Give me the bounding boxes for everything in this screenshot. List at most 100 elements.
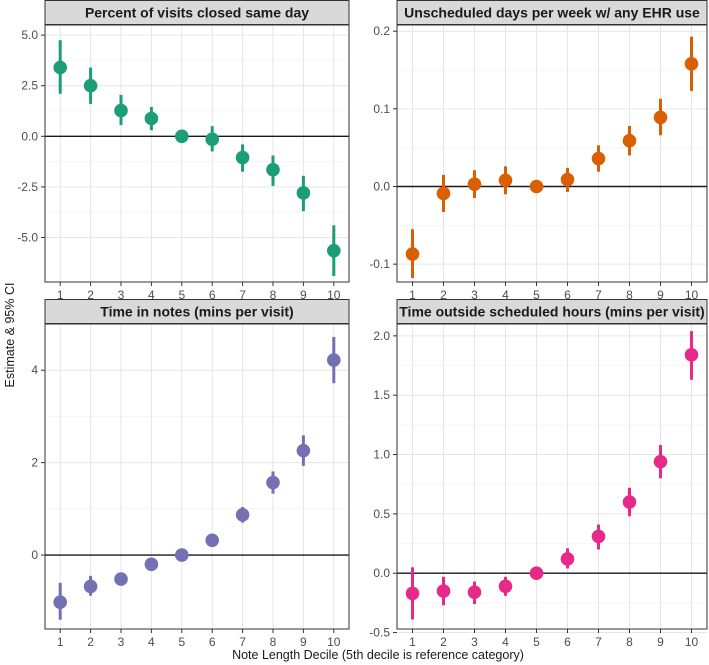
estimate-point: [144, 111, 159, 126]
x-tick-label: 3: [118, 635, 125, 649]
panel-title: Time outside scheduled hours (mins per v…: [399, 304, 704, 320]
x-tick-label: 8: [270, 635, 277, 649]
x-tick-label: 6: [209, 288, 216, 302]
panel-border: [396, 24, 708, 283]
estimate-point: [498, 579, 513, 594]
x-tick-label: 9: [300, 635, 307, 649]
x-tick-label: 1: [409, 288, 416, 302]
estimate-point: [529, 179, 544, 194]
x-tick-label: 6: [564, 288, 571, 302]
y-tick-label: 0.0: [21, 129, 38, 143]
estimate-point: [622, 133, 637, 148]
x-tick-label: 2: [87, 288, 94, 302]
estimate-point: [405, 247, 420, 261]
panel-strip: [396, 0, 708, 25]
estimate-point: [266, 162, 280, 177]
estimate-point: [144, 557, 159, 572]
x-tick-label: 10: [685, 288, 699, 302]
x-tick-label: 9: [657, 288, 664, 302]
x-tick-label: 7: [239, 288, 246, 302]
estimate-point: [53, 60, 67, 75]
x-tick-label: 9: [657, 635, 664, 649]
estimate-point: [622, 495, 637, 509]
y-tick-label: 1.0: [373, 448, 390, 462]
x-tick-label: 10: [327, 288, 341, 302]
x-tick-label: 2: [440, 288, 447, 302]
y-tick-label: -0.5: [369, 626, 390, 640]
y-tick-label: 2.5: [21, 79, 38, 93]
x-tick-label: 3: [118, 288, 125, 302]
estimate-point: [327, 353, 341, 367]
x-tick-label: 9: [300, 288, 307, 302]
x-tick-label: 5: [533, 288, 540, 302]
y-tick-label: 0.0: [373, 566, 390, 580]
estimate-point: [205, 132, 219, 147]
x-tick-label: 10: [327, 635, 341, 649]
panel-2: Unscheduled days per week w/ any EHR use…: [369, 0, 708, 302]
estimate-point: [114, 103, 128, 118]
estimate-point: [467, 585, 482, 600]
estimate-point: [653, 454, 668, 469]
estimate-point: [205, 533, 219, 548]
x-tick-label: 4: [148, 288, 155, 302]
panel-strip: [44, 0, 350, 25]
panel-border: [44, 323, 350, 630]
panel-strip: [44, 299, 350, 324]
estimate-point: [653, 110, 668, 125]
x-tick-label: 7: [595, 288, 602, 302]
y-tick-label: 0.0: [373, 179, 390, 193]
y-tick-label: -0.1: [369, 257, 390, 271]
estimate-point: [296, 186, 311, 200]
x-tick-label: 8: [270, 288, 277, 302]
x-tick-label: 7: [595, 635, 602, 649]
x-tick-label: 8: [626, 288, 633, 302]
panel-border: [396, 323, 708, 630]
x-tick-label: 1: [57, 635, 64, 649]
panel-1: Percent of visits closed same day -5.0 -2.…: [17, 0, 350, 302]
y-tick-label: 0: [31, 548, 38, 562]
y-tick-label: 2.0: [373, 329, 390, 343]
x-tick-label: 5: [533, 635, 540, 649]
estimate-point: [498, 173, 513, 188]
x-tick-label: 8: [626, 635, 633, 649]
estimate-point: [175, 129, 189, 144]
y-tick-label: -2.5: [17, 180, 38, 194]
y-tick-label: 4: [31, 363, 38, 377]
x-tick-label: 2: [440, 635, 447, 649]
x-tick-label: 1: [409, 635, 416, 649]
x-tick-label: 6: [564, 635, 571, 649]
x-tick-label: 5: [178, 288, 185, 302]
panel-3: Time in notes (mins per visit) 0 2 4 1 2 3 4 5 6 7…: [31, 299, 350, 649]
plot-area: [397, 324, 707, 629]
plot-area: [397, 25, 707, 282]
panel-title: Time in notes (mins per visit): [100, 304, 293, 320]
x-tick-label: 10: [685, 635, 699, 649]
x-tick-label: 7: [239, 635, 246, 649]
panel-strip: [396, 299, 708, 324]
y-tick-label: -5.0: [17, 230, 38, 244]
estimate-point: [591, 529, 606, 544]
y-tick-label: 5.0: [21, 28, 38, 42]
panel-title: Percent of visits closed same day: [85, 5, 309, 21]
estimate-point: [83, 78, 98, 93]
estimate-point: [684, 57, 699, 71]
x-tick-label: 3: [471, 635, 478, 649]
estimate-point: [529, 566, 544, 581]
estimate-point: [405, 586, 420, 601]
panel-title: Unscheduled days per week w/ any EHR use: [404, 5, 700, 21]
panel-border: [44, 24, 350, 283]
panel-4: Time outside scheduled hours (mins per v…: [369, 299, 708, 649]
estimate-point: [327, 243, 341, 258]
estimate-point: [436, 186, 451, 201]
estimate-point: [591, 151, 606, 166]
y-tick-label: 1.5: [373, 388, 390, 402]
estimate-point: [560, 552, 575, 566]
x-tick-label: 4: [148, 635, 155, 649]
x-tick-label: 5: [178, 635, 185, 649]
plot-area: [45, 25, 349, 282]
estimate-point: [467, 177, 482, 191]
estimate-point: [560, 172, 575, 187]
estimate-point: [296, 443, 311, 458]
x-tick-label: 6: [209, 635, 216, 649]
